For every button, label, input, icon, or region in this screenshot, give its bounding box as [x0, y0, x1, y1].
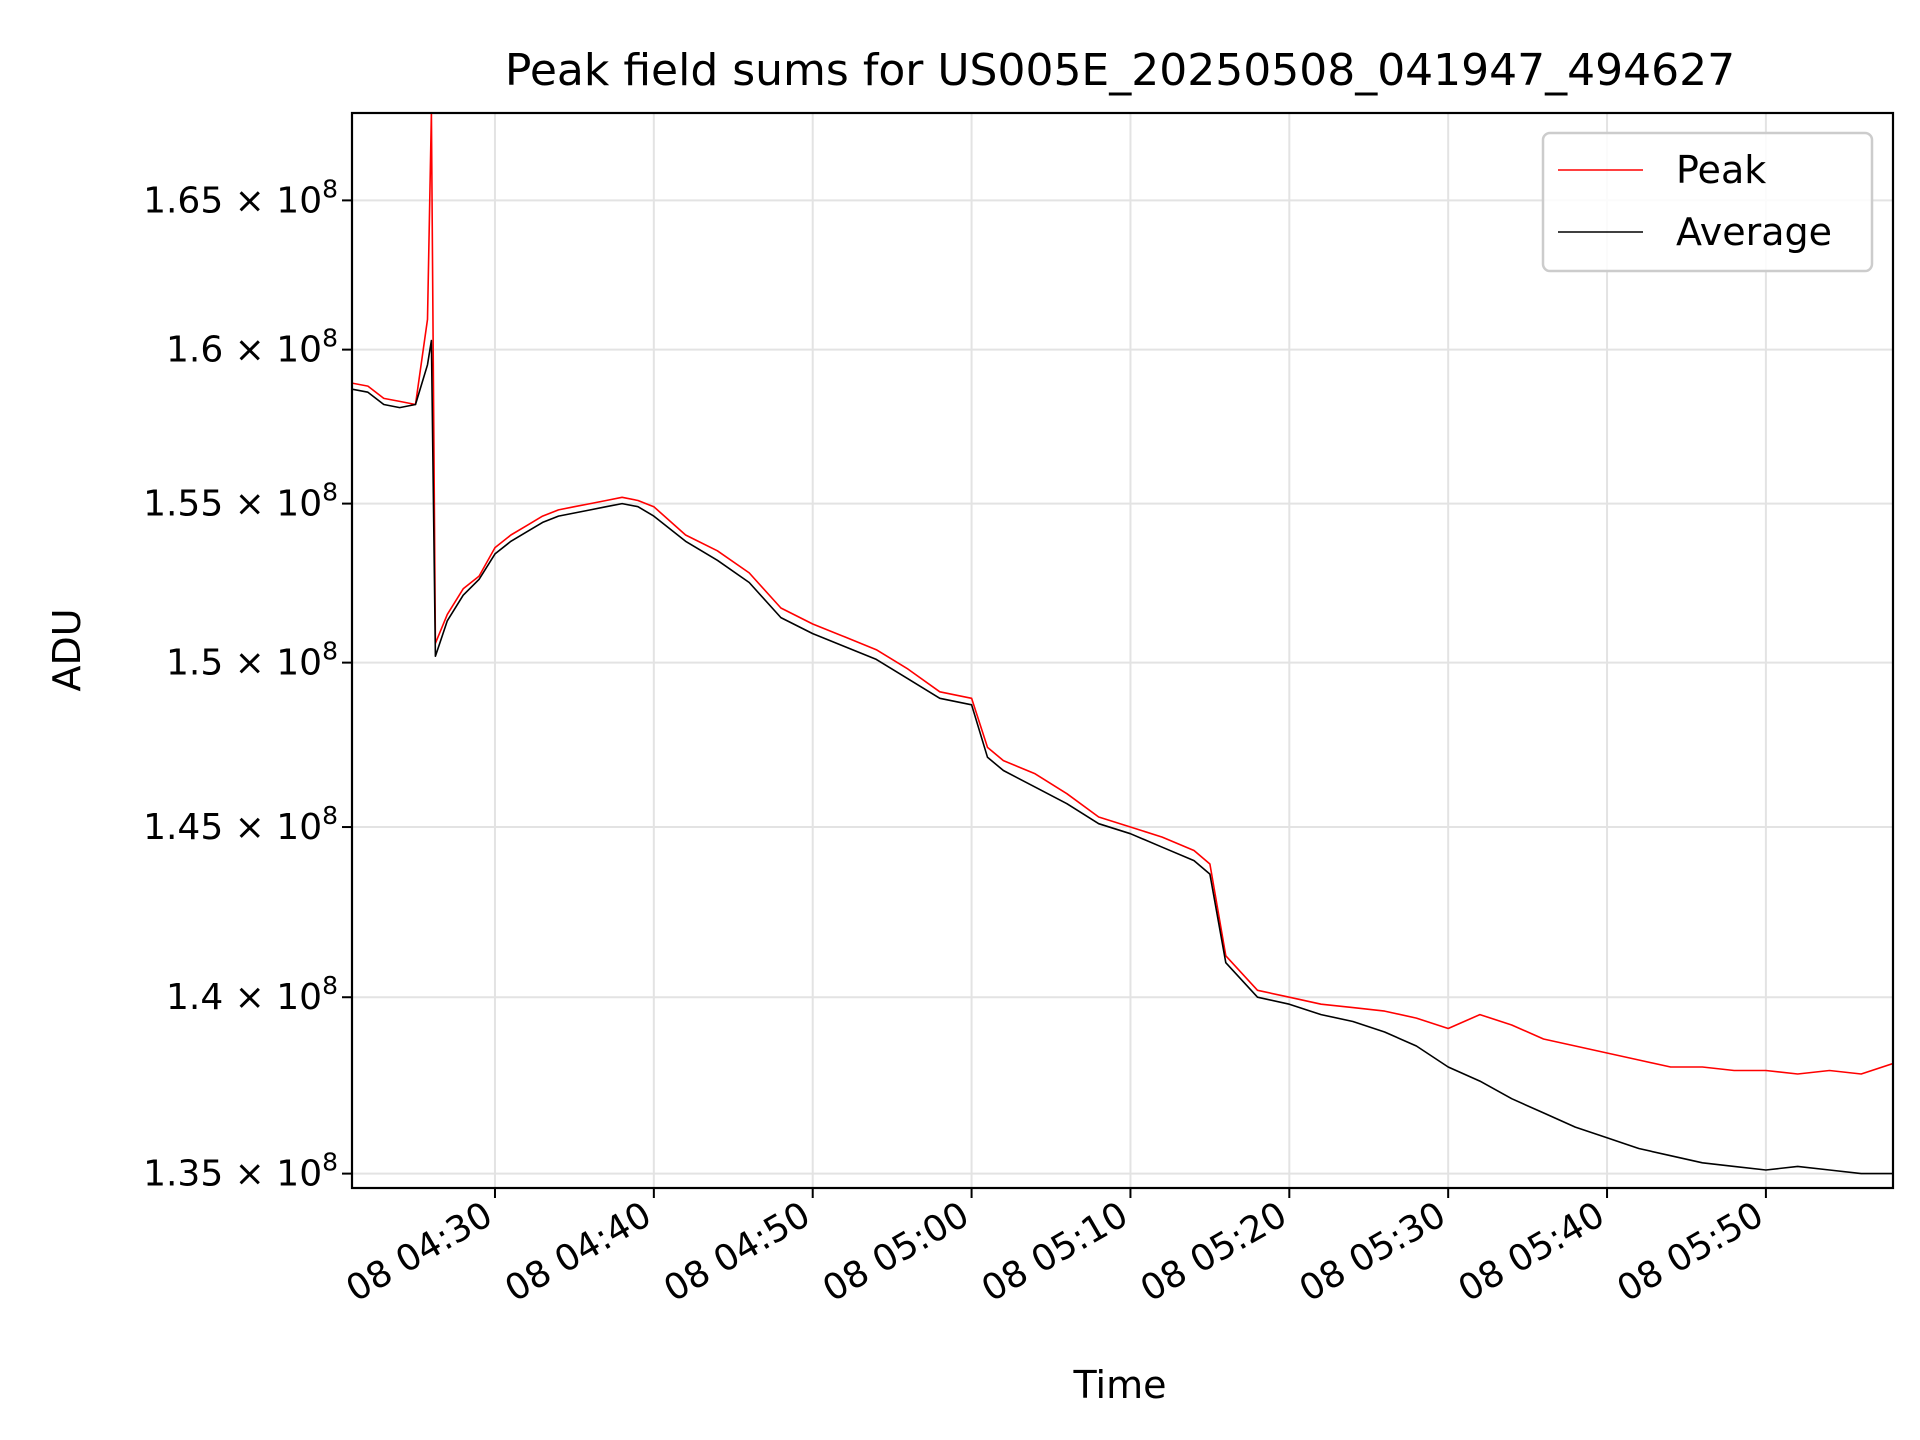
legend: Peak Average: [1541, 131, 1874, 273]
y-axis-label: ADU: [45, 608, 89, 691]
y-tick-exponent: 8: [322, 637, 338, 666]
y-tick-label: 1.65 × 108: [143, 174, 338, 221]
y-tick-exponent: 8: [322, 478, 338, 507]
y-axis: 1.35 × 108 1.4 × 108 1.45 × 108 1.5 × 108 1.…: [143, 174, 352, 1195]
grid: [352, 113, 1893, 1188]
legend-box: [1541, 131, 1874, 273]
y-tick-label: 1.35 × 108: [143, 1148, 338, 1195]
y-tick-exponent: 8: [322, 971, 338, 1000]
y-tick-label: 1.55 × 108: [143, 478, 338, 525]
series-line-average: [352, 339, 1893, 1175]
y-tick-label: 1.5 × 108: [166, 637, 338, 684]
y-tick-exponent: 8: [322, 1148, 338, 1177]
plot-area: [352, 113, 1893, 1175]
y-tick-exponent: 8: [322, 174, 338, 203]
legend-label-peak: Peak: [1676, 148, 1766, 192]
x-axis-label: Time: [1073, 1363, 1167, 1407]
y-tick-exponent: 8: [322, 801, 338, 830]
y-tick-label: 1.45 × 108: [143, 801, 338, 848]
y-tick-label: 1.6 × 108: [166, 324, 338, 371]
y-tick-exponent: 8: [322, 324, 338, 353]
plot-frame: [350, 111, 1895, 1190]
legend-label-average: Average: [1676, 210, 1832, 254]
series-line-peak: [352, 113, 1893, 1075]
chart-title: Peak field sums for US005E_20250508_0419…: [505, 45, 1735, 96]
y-tick-label: 1.4 × 108: [166, 971, 338, 1018]
